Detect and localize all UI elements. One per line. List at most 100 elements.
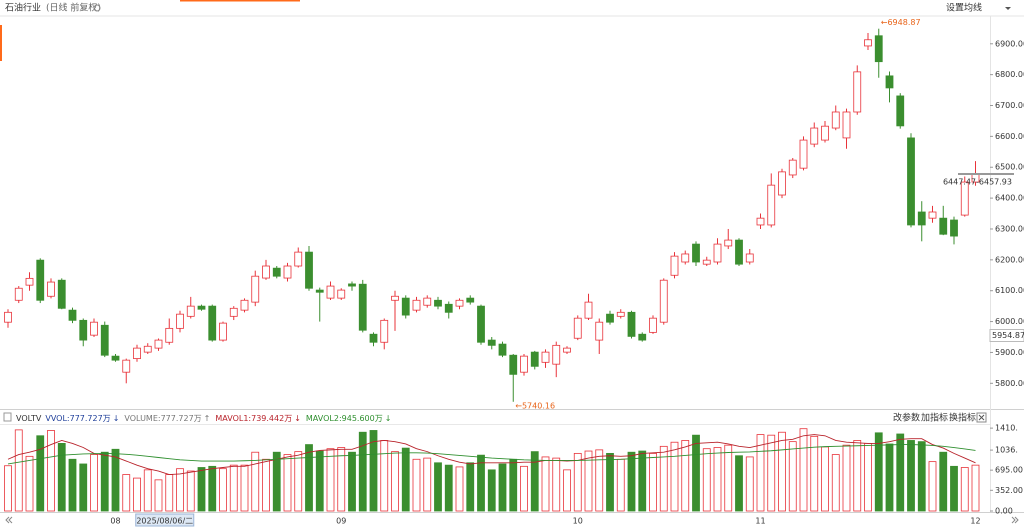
candle-body bbox=[681, 253, 690, 263]
legend-trend: ↓ bbox=[113, 414, 120, 423]
candle-body bbox=[197, 305, 206, 310]
volume-bar bbox=[455, 466, 464, 512]
candle-body bbox=[842, 111, 851, 139]
volume-bar bbox=[724, 444, 733, 512]
volume-bar bbox=[487, 469, 496, 512]
x-tick-label: 2025/08/06/二 bbox=[136, 517, 193, 526]
candle-body bbox=[4, 311, 12, 323]
y-tick-label: 6100.00 bbox=[995, 286, 1024, 295]
volume-bar bbox=[444, 464, 453, 512]
volume-bar bbox=[649, 452, 657, 512]
toolbar-button[interactable]: 换指标 bbox=[949, 412, 976, 424]
x-tick-label: 09 bbox=[336, 517, 346, 526]
candle-body bbox=[122, 359, 131, 373]
volume-bar bbox=[434, 462, 442, 512]
last-price-label: 6447.47-6457.93 bbox=[943, 178, 1012, 187]
candle-body bbox=[176, 313, 184, 329]
candle-body bbox=[434, 299, 442, 307]
candle-body bbox=[90, 321, 98, 336]
volume-bar bbox=[616, 458, 625, 512]
crosshair-price-box bbox=[989, 329, 1024, 343]
volume-bar bbox=[122, 474, 131, 512]
volume-bar bbox=[154, 479, 163, 512]
volume-bar bbox=[36, 435, 45, 512]
candle-body bbox=[68, 309, 77, 321]
candle-body bbox=[573, 317, 582, 339]
volume-bar bbox=[563, 469, 571, 512]
volume-bar bbox=[423, 457, 432, 512]
candle-body bbox=[649, 317, 657, 333]
candle-body bbox=[907, 137, 915, 226]
volume-bar bbox=[251, 451, 260, 512]
candle-body bbox=[821, 125, 829, 141]
volume-bar bbox=[229, 464, 238, 512]
candle-body bbox=[509, 354, 518, 375]
candle-body bbox=[756, 217, 765, 226]
settings-icon[interactable] bbox=[93, 4, 101, 12]
y-tick-label: 6700.00 bbox=[995, 101, 1024, 110]
volume-bar bbox=[552, 457, 561, 512]
volume-bar bbox=[917, 441, 926, 512]
candle-body bbox=[423, 297, 432, 306]
y-tick-label: 6600.00 bbox=[995, 132, 1024, 141]
volume-bar bbox=[358, 431, 367, 512]
candle-body bbox=[143, 345, 152, 353]
candle-body bbox=[874, 35, 883, 63]
indicator-icon[interactable] bbox=[3, 412, 12, 422]
dropdown-icon[interactable] bbox=[1005, 7, 1011, 10]
candle-body bbox=[885, 75, 894, 89]
volume-bar bbox=[68, 458, 77, 512]
volume-bar bbox=[831, 454, 840, 512]
candle-body bbox=[412, 299, 421, 311]
volume-bar bbox=[713, 447, 722, 512]
volume-bar bbox=[541, 456, 550, 512]
volume-bar bbox=[477, 454, 485, 512]
volume-bar bbox=[4, 465, 12, 512]
close-button[interactable] bbox=[976, 412, 987, 423]
toolbar-button[interactable]: 改参数 bbox=[893, 412, 920, 424]
candle-body bbox=[283, 265, 292, 279]
header-subtitle: (日线 前复权) bbox=[46, 2, 101, 14]
volume-bar bbox=[681, 440, 690, 512]
ma-line bbox=[7, 444, 976, 465]
scroll-right[interactable] bbox=[1011, 516, 1019, 524]
y-tick-label: 0.00 bbox=[995, 507, 1013, 516]
volume-bar bbox=[799, 428, 808, 512]
candle-body bbox=[401, 297, 410, 316]
volume-bar bbox=[111, 448, 120, 512]
scroll-left[interactable] bbox=[5, 516, 13, 524]
volume-bar bbox=[401, 447, 410, 512]
volume-bar bbox=[240, 464, 249, 512]
volume-bar bbox=[810, 435, 819, 512]
legend-value: :777.727万 bbox=[158, 414, 202, 423]
volume-bar bbox=[143, 469, 152, 512]
candle-body bbox=[165, 327, 174, 343]
volume-bar bbox=[90, 454, 98, 512]
volume-bar bbox=[348, 451, 356, 512]
volume-bar bbox=[272, 451, 281, 512]
volume-bar bbox=[133, 477, 141, 512]
volume-bar bbox=[778, 431, 786, 512]
candle-body bbox=[659, 279, 668, 323]
ma-button[interactable]: 设置均线 bbox=[946, 2, 982, 14]
y-tick-label: 352.00 bbox=[995, 486, 1023, 495]
volume-bar bbox=[294, 451, 303, 512]
candle-body bbox=[939, 217, 948, 235]
legend-name: MAVOL2 bbox=[306, 414, 339, 423]
volume-bar bbox=[692, 434, 700, 512]
volume-bar bbox=[412, 458, 421, 512]
volume-bar bbox=[659, 445, 668, 512]
candle-body bbox=[391, 295, 399, 301]
crosshair-date-box bbox=[135, 513, 195, 527]
toolbar-button[interactable]: 加指标 bbox=[921, 412, 948, 424]
y-tick-label: 6900.00 bbox=[995, 39, 1024, 48]
volume-bar bbox=[907, 440, 915, 512]
volume-bar bbox=[702, 448, 711, 512]
candle-body bbox=[853, 71, 862, 113]
volume-bar bbox=[745, 456, 754, 512]
volume-bar bbox=[584, 450, 593, 512]
candle-body bbox=[272, 267, 281, 277]
y-tick-label: 6800.00 bbox=[995, 70, 1024, 79]
candle-body bbox=[208, 305, 217, 341]
candle-body bbox=[57, 279, 66, 309]
